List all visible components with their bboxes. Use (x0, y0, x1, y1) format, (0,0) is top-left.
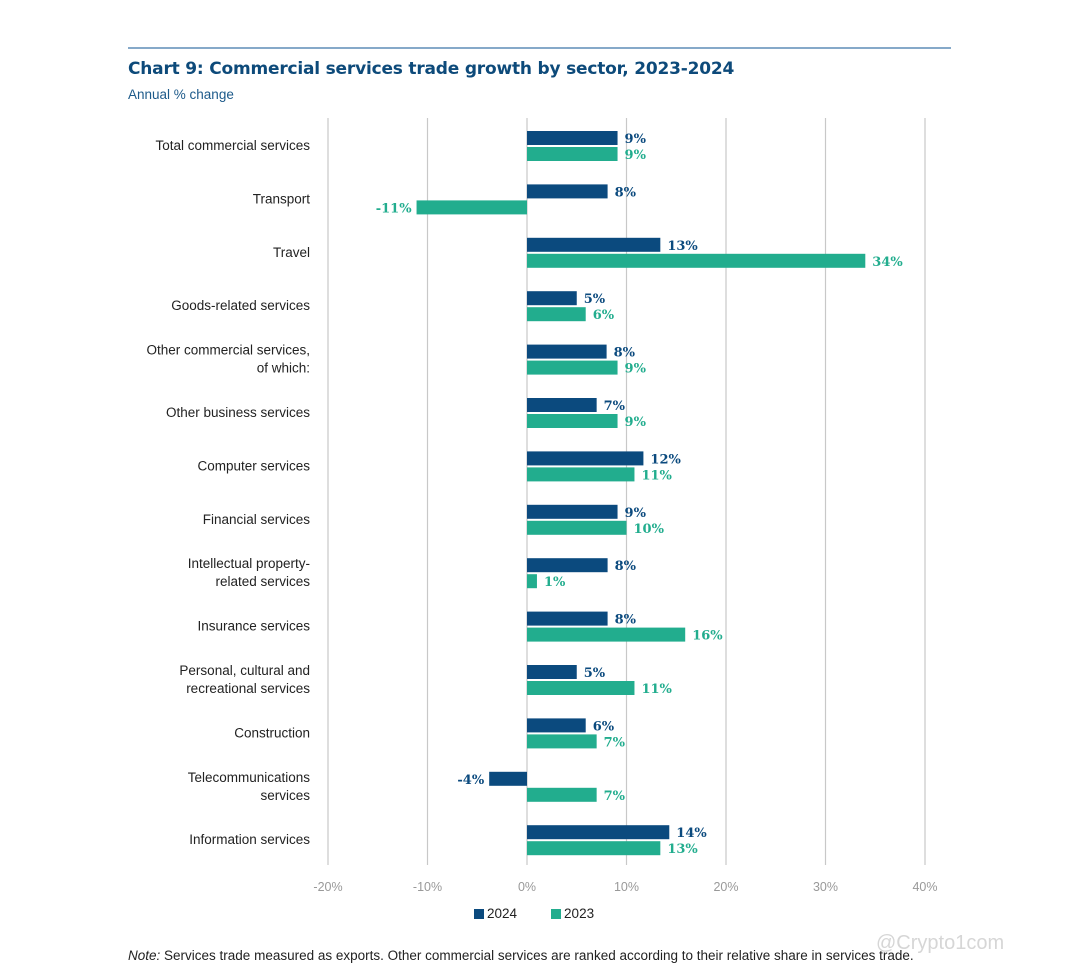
data-label-2024: 7% (604, 399, 626, 414)
gridlines (327, 118, 926, 865)
bar-2023 (527, 787, 597, 802)
footnote: Note: Services trade measured as exports… (128, 948, 914, 963)
bar-2024 (527, 344, 607, 359)
category-label: Goods-related services (171, 298, 310, 313)
bar-2023 (527, 574, 537, 589)
bar-2024 (489, 771, 527, 786)
data-label-2023: 9% (625, 362, 647, 377)
x-tick-label: 30% (813, 880, 838, 894)
data-label-2024: 9% (625, 132, 647, 147)
data-labels: 9%9%8%-11%13%34%5%6%8%9%7%9%12%11%9%10%8… (376, 132, 904, 857)
legend-label-2024: 2024 (487, 906, 518, 921)
category-label: Insurance services (197, 619, 310, 634)
x-axis-ticks: -20% -10% 0% 10% 20% 30% 40% (313, 880, 937, 894)
x-tick-label: -10% (413, 880, 442, 894)
x-tick-label: 0% (518, 880, 536, 894)
category-label: Computer services (197, 458, 310, 473)
bar-2023 (527, 360, 618, 375)
data-label-2024: 14% (676, 826, 707, 841)
data-label-2023: 7% (604, 735, 626, 750)
legend-swatch-2023 (551, 908, 562, 919)
data-label-2024: 5% (584, 666, 606, 681)
data-label-2023: 9% (625, 148, 647, 163)
bar-2024 (527, 131, 618, 145)
data-label-2023: 1% (544, 575, 566, 590)
category-label: Construction (234, 725, 310, 740)
category-label: Transport (253, 191, 311, 206)
data-label-2024: 9% (625, 506, 647, 521)
chart-subtitle: Annual % change (128, 87, 234, 102)
bar-2023 (527, 681, 635, 695)
bar-2023 (527, 841, 661, 856)
bar-2023 (527, 147, 618, 161)
legend-item-2024: 2024 (474, 906, 517, 921)
bar-2024 (527, 611, 608, 626)
bar-2024 (527, 237, 661, 252)
legend: 2024 2023 (474, 906, 594, 921)
watermark: @Crypto1com (876, 932, 1005, 954)
data-label-2023: 9% (625, 415, 647, 430)
bar-2023 (527, 627, 686, 642)
category-label: Other commercial services, of which: (146, 343, 310, 376)
category-label: Telecommunications services (188, 770, 311, 803)
bar-2024 (527, 291, 577, 306)
category-label: Total commercial services (155, 138, 310, 153)
footnote-label: Note: (128, 948, 161, 963)
bar-2024 (527, 558, 608, 573)
x-tick-label: 40% (912, 880, 937, 894)
data-label-2024: 13% (667, 239, 698, 254)
data-label-2024: 8% (614, 346, 636, 361)
data-label-2024: 8% (615, 613, 637, 628)
x-tick-label: 20% (713, 880, 738, 894)
x-tick-label: 10% (614, 880, 639, 894)
data-label-2023: -11% (376, 201, 412, 216)
category-label: Personal, cultural and recreational servi… (179, 663, 310, 696)
legend-item-2023: 2023 (551, 906, 594, 921)
data-label-2023: 11% (641, 682, 672, 697)
bar-2023 (527, 253, 866, 268)
chart-title: Chart 9: Commercial services trade growt… (128, 59, 735, 79)
category-label: Information services (189, 832, 310, 847)
data-label-2023: 16% (692, 629, 723, 644)
data-label-2024: 12% (650, 452, 681, 467)
bar-2024 (527, 398, 597, 412)
legend-label-2023: 2023 (564, 906, 595, 921)
bar-2023 (527, 520, 627, 535)
category-label: Intellectual property-related services (188, 556, 311, 589)
bar-2023 (527, 734, 597, 749)
data-label-2023: 6% (593, 308, 615, 323)
data-label-2023: 34% (872, 255, 903, 270)
x-tick-label: -20% (313, 880, 342, 894)
data-label-2024: 5% (584, 292, 606, 307)
data-label-2023: 10% (634, 522, 665, 537)
category-labels: Total commercial services Transport Travel… (146, 138, 310, 847)
bar-2024 (527, 825, 670, 840)
data-label-2024: -4% (457, 773, 484, 788)
bar-2024 (527, 718, 586, 733)
footnote-text: Services trade measured as exports. Othe… (160, 948, 914, 963)
legend-swatch-2024 (474, 908, 484, 919)
category-label: Other business services (166, 405, 310, 420)
bar-2023 (416, 200, 527, 215)
bar-2023 (527, 467, 635, 482)
category-label: Travel (273, 245, 310, 260)
bar-2023 (527, 307, 586, 322)
data-label-2023: 13% (667, 842, 698, 857)
category-label: Financial services (203, 512, 311, 527)
bar-2023 (527, 414, 618, 428)
data-label-2024: 6% (593, 719, 615, 734)
bar-2024 (527, 665, 577, 679)
top-rule (128, 47, 951, 49)
data-label-2024: 8% (615, 185, 637, 200)
data-label-2024: 8% (615, 559, 637, 574)
bar-2024 (527, 451, 644, 466)
bar-2024 (527, 504, 618, 519)
bar-2024 (527, 184, 608, 199)
data-label-2023: 11% (641, 468, 672, 483)
data-label-2023: 7% (604, 789, 626, 804)
bars (416, 131, 866, 856)
